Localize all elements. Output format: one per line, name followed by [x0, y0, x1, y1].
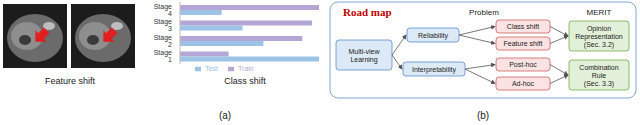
svg-text:Stage3: Stage3 — [154, 18, 172, 32]
svg-text:(Sec. 3.2): (Sec. 3.2) — [584, 41, 614, 49]
svg-text:Stage2: Stage2 — [154, 34, 172, 48]
svg-text:(Sec. 3.3): (Sec. 3.3) — [584, 80, 614, 88]
svg-text:(a): (a) — [219, 110, 231, 121]
svg-text:Class shift: Class shift — [507, 23, 539, 30]
svg-text:Opinion: Opinion — [587, 25, 611, 33]
svg-text:Learning: Learning — [350, 56, 377, 64]
html-text:Train: Train — [238, 65, 254, 72]
html-text:Test: Test — [205, 65, 219, 72]
svg-text:Representation: Representation — [575, 33, 623, 41]
svg-text:Stage4: Stage4 — [154, 3, 172, 17]
svg-text:Stage1: Stage1 — [154, 49, 172, 63]
svg-text:Rule: Rule — [592, 72, 607, 79]
svg-text:(b): (b) — [477, 110, 489, 121]
svg-text:Ad-hoc: Ad-hoc — [512, 80, 535, 87]
svg-text:Feature shift: Feature shift — [504, 40, 543, 47]
svg-text:Combination: Combination — [579, 64, 618, 71]
svg-text:MERIT: MERIT — [587, 8, 612, 17]
svg-text:Class shift: Class shift — [224, 76, 266, 86]
svg-text:Problem: Problem — [469, 8, 499, 17]
svg-text:Reliability: Reliability — [418, 32, 448, 40]
svg-text:Multi-view: Multi-view — [348, 48, 380, 55]
svg-text:Post-hoc: Post-hoc — [509, 61, 537, 68]
svg-text:Feature shift: Feature shift — [45, 76, 96, 86]
svg-text:Road map: Road map — [343, 6, 392, 18]
svg-text:Interpretability: Interpretability — [412, 66, 456, 74]
